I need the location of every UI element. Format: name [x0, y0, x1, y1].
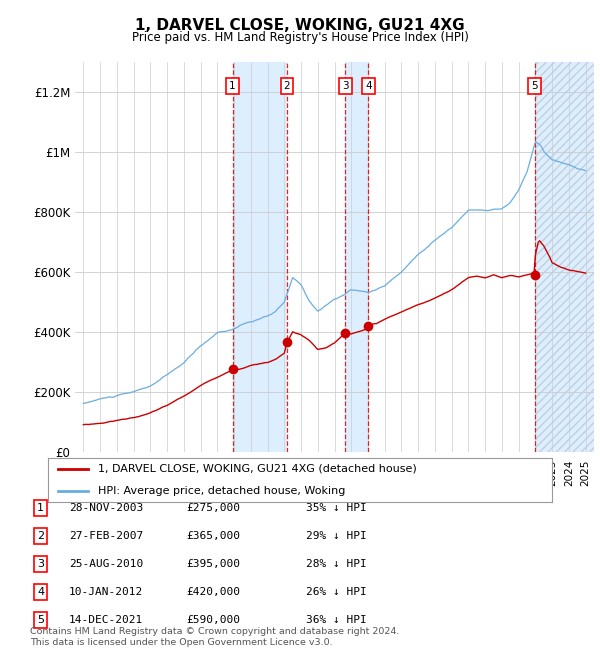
Text: £420,000: £420,000 [186, 587, 240, 597]
Text: 4: 4 [37, 587, 44, 597]
Bar [346, 62, 368, 452]
Text: 4: 4 [365, 81, 372, 91]
Text: Price paid vs. HM Land Registry's House Price Index (HPI): Price paid vs. HM Land Registry's House … [131, 31, 469, 44]
Text: Contains HM Land Registry data © Crown copyright and database right 2024.
This d: Contains HM Land Registry data © Crown c… [30, 627, 400, 647]
Text: 2: 2 [284, 81, 290, 91]
Text: 3: 3 [37, 559, 44, 569]
Text: 2: 2 [37, 531, 44, 541]
Bar [535, 62, 594, 452]
Text: £395,000: £395,000 [186, 559, 240, 569]
Bar [233, 62, 287, 452]
Text: £365,000: £365,000 [186, 531, 240, 541]
Text: £275,000: £275,000 [186, 503, 240, 514]
Text: 14-DEC-2021: 14-DEC-2021 [69, 615, 143, 625]
Bar [535, 62, 594, 452]
Text: 1, DARVEL CLOSE, WOKING, GU21 4XG (detached house): 1, DARVEL CLOSE, WOKING, GU21 4XG (detac… [98, 463, 417, 474]
Text: 5: 5 [531, 81, 538, 91]
Text: 36% ↓ HPI: 36% ↓ HPI [306, 615, 367, 625]
Text: 5: 5 [37, 615, 44, 625]
Text: 27-FEB-2007: 27-FEB-2007 [69, 531, 143, 541]
Text: 10-JAN-2012: 10-JAN-2012 [69, 587, 143, 597]
Text: 29% ↓ HPI: 29% ↓ HPI [306, 531, 367, 541]
Text: 1, DARVEL CLOSE, WOKING, GU21 4XG: 1, DARVEL CLOSE, WOKING, GU21 4XG [135, 18, 465, 33]
Text: 28-NOV-2003: 28-NOV-2003 [69, 503, 143, 514]
Text: HPI: Average price, detached house, Woking: HPI: Average price, detached house, Woki… [98, 486, 346, 496]
Text: 1: 1 [229, 81, 236, 91]
Text: 1: 1 [37, 503, 44, 514]
Text: £590,000: £590,000 [186, 615, 240, 625]
Text: 26% ↓ HPI: 26% ↓ HPI [306, 587, 367, 597]
Text: 3: 3 [342, 81, 349, 91]
Text: 25-AUG-2010: 25-AUG-2010 [69, 559, 143, 569]
Text: 28% ↓ HPI: 28% ↓ HPI [306, 559, 367, 569]
Text: 35% ↓ HPI: 35% ↓ HPI [306, 503, 367, 514]
